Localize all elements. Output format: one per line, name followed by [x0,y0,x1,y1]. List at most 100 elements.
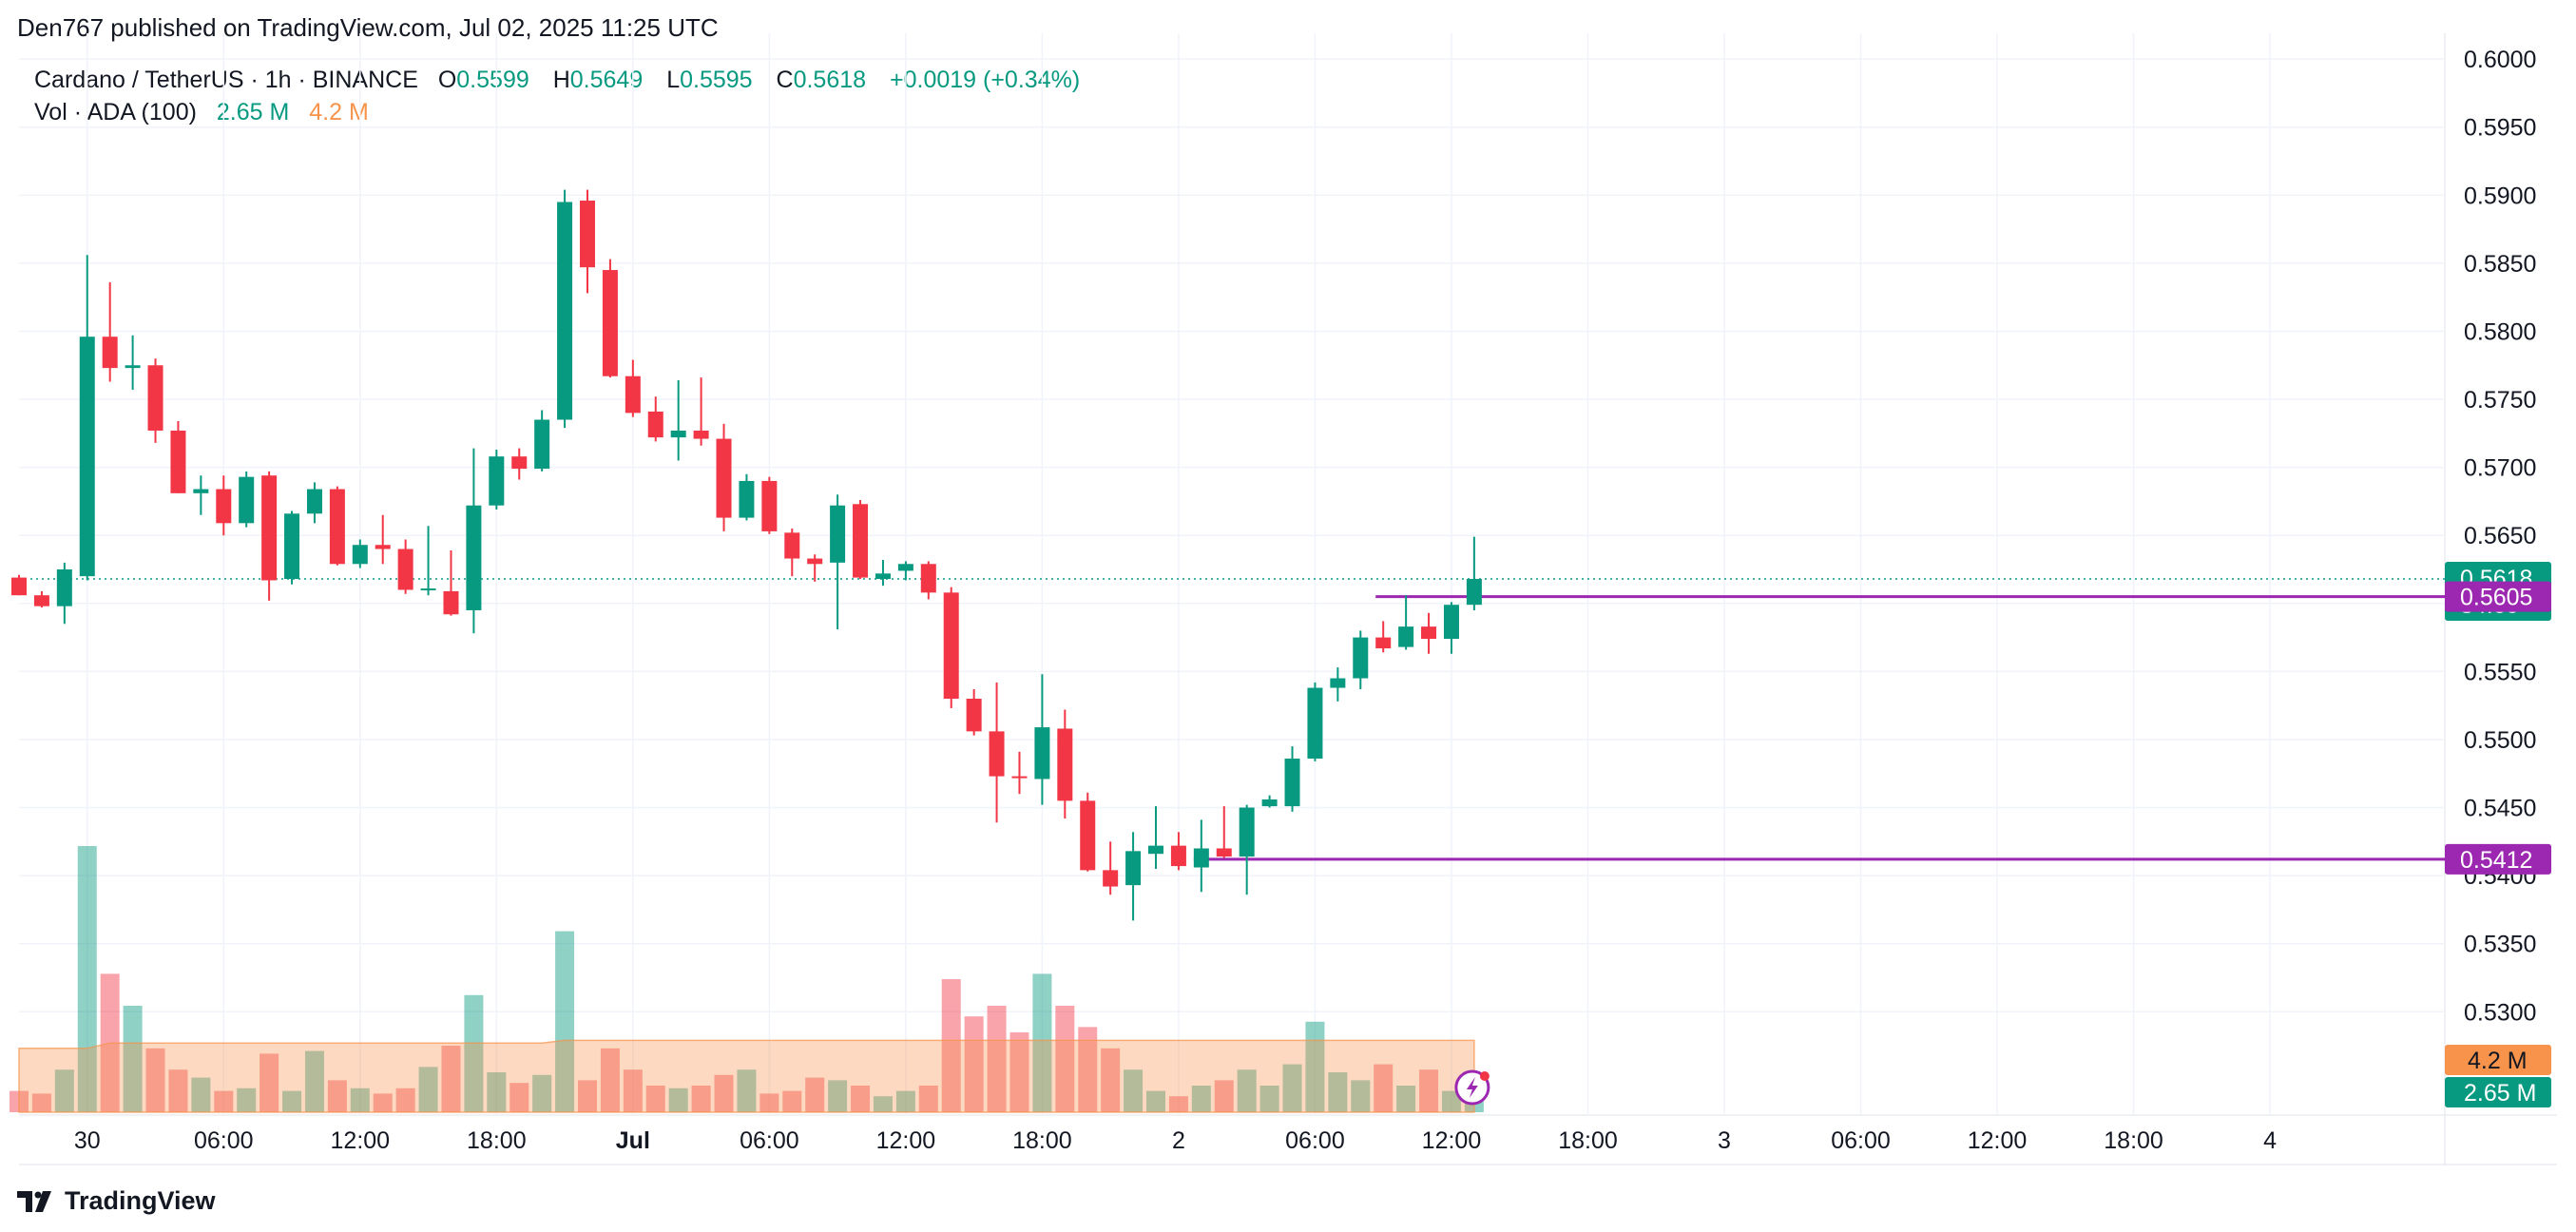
candle-body [853,504,869,578]
candle-body [761,480,778,531]
volume-value: 2.65 M [216,99,290,125]
volume-bar [873,1096,893,1112]
lightning-bolt-icon [1466,1077,1478,1098]
volume-bar [1441,1090,1461,1112]
x-tick-label: 12:00 [876,1127,936,1154]
volume-badge [2445,1077,2551,1107]
volume-bar [464,994,484,1112]
candle-body [920,564,936,593]
volume-bar [373,1093,393,1112]
volume-bar [237,1088,257,1112]
volume-bar [1214,1080,1234,1112]
candle-body [1443,605,1459,640]
candle-body [125,365,141,369]
low-value: 0.5595 [680,67,753,93]
candle-body [1103,870,1119,887]
candle-body [943,592,959,699]
symbol-title[interactable]: Cardano / TetherUS · 1h · BINANCE [34,67,418,93]
candle-body [170,430,186,493]
y-tick-label: 0.5550 [2464,659,2536,685]
x-tick-label: 06:00 [740,1127,799,1154]
candle-body [989,731,1005,777]
y-tick-label: 0.5850 [2464,251,2536,278]
y-tick-label: 0.5900 [2464,183,2536,209]
candle-body [216,489,232,524]
x-tick-label: 06:00 [194,1127,254,1154]
close-label: C [776,67,794,93]
candle-body [420,588,436,591]
y-tick-label: 0.5350 [2464,932,2536,958]
volume-bar [395,1088,415,1112]
change-value: +0.0019 (+0.34%) [890,67,1081,93]
volume-bar [1078,1027,1098,1112]
candle-body [261,475,278,581]
volume-bar [1055,1006,1075,1112]
x-tick-label: 18:00 [1012,1127,1072,1154]
x-tick-label: 2 [1172,1127,1185,1154]
x-tick-label: 06:00 [1285,1127,1345,1154]
candle-body [1330,678,1346,688]
candle-body [625,375,641,414]
candle-body [830,505,846,563]
volume-bar [623,1069,643,1112]
candle-body [1261,799,1278,807]
volume-bar [918,1086,938,1112]
volume-bar [691,1086,711,1112]
volume-bar [555,931,575,1112]
candle-body [693,430,709,439]
volume-title[interactable]: Vol · ADA (100) [34,99,197,125]
candle-body [284,513,300,580]
level-price-label: 0.5605 [2460,585,2532,611]
volume-bar [645,1086,665,1112]
candle-body [897,564,913,571]
volume-bar [759,1093,779,1112]
candle-body [375,545,391,549]
candle-body [1398,626,1414,647]
candle-body [966,699,982,732]
high-label: H [552,67,570,93]
volume-bar [851,1086,871,1112]
volume-bar [441,1046,461,1112]
volume-bar [941,979,961,1112]
volume-bar [31,1093,51,1112]
volume-ma-area [18,1039,1475,1113]
candle-body [193,489,209,493]
open-label: O [437,67,457,93]
y-tick-label: 0.6000 [2464,47,2536,73]
high-value: 0.5649 [569,67,644,93]
candle-body [807,558,823,565]
volume-bar [260,1053,279,1112]
candle-body [33,595,49,606]
candle-body [875,573,891,580]
volume-bar [1328,1072,1348,1112]
volume-bar [214,1090,234,1112]
candle-body [56,569,72,606]
close-value: 0.5618 [793,67,867,93]
volume-bar [1009,1032,1029,1112]
x-tick-label: 4 [2263,1127,2277,1154]
x-tick-label: 06:00 [1831,1127,1891,1154]
candle-body [1011,776,1028,779]
tradingview-logo[interactable]: TradingView [17,1186,216,1216]
volume-bar [578,1080,597,1112]
candle-body [1353,637,1369,679]
candle-body [1057,728,1073,801]
x-tick-label: 12:00 [1422,1127,1482,1154]
volume-ma-badge-label: 4.2 M [2468,1048,2528,1074]
volume-badge-label: 2.65 M [2464,1080,2536,1107]
volume-bar [1146,1090,1165,1112]
volume-bar [1351,1080,1371,1112]
candle-body [239,476,255,524]
candle-body [1284,758,1300,807]
candle-body [1216,848,1232,857]
level-price-badge [2445,843,2551,875]
volume-bar [1305,1021,1325,1112]
y-tick-label: 0.5650 [2464,523,2536,549]
y-tick-label: 0.5500 [2464,727,2536,754]
candle-body [739,480,755,518]
x-tick-label: Jul [616,1127,650,1154]
level-price-label: 0.5412 [2460,847,2532,874]
volume-bar [1237,1069,1257,1112]
candle-body [466,505,482,610]
